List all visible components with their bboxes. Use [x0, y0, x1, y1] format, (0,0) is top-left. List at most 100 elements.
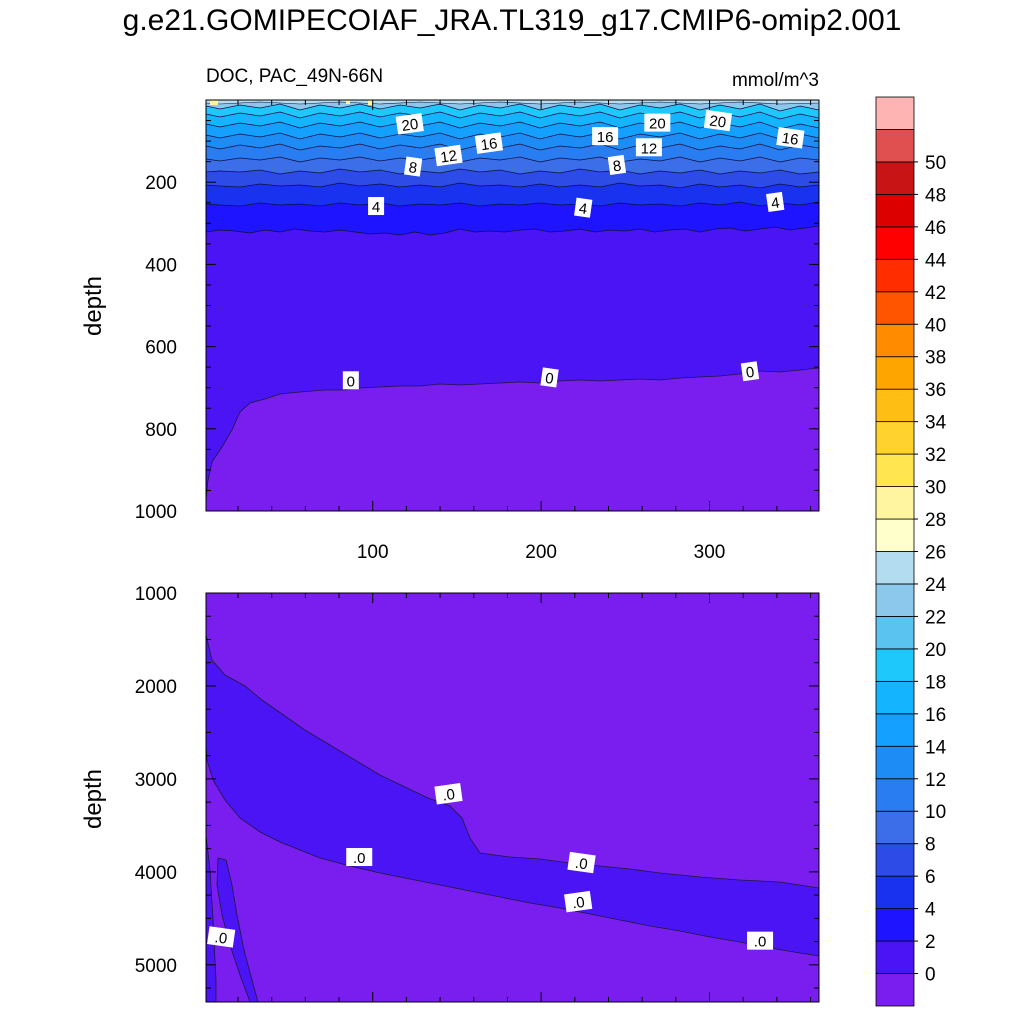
colorbar-label: 0	[925, 965, 936, 986]
upper-ylabel: depth	[80, 276, 107, 336]
upper-contour-label: 8	[607, 154, 627, 175]
lower-band-0-upper	[206, 634, 819, 957]
colorbar-swatch	[875, 356, 915, 390]
colorbar-label: 22	[925, 607, 946, 628]
upper-contour-label: 0	[540, 367, 559, 388]
colorbar-label: 34	[925, 413, 947, 434]
lower-contour-label: .0	[747, 931, 774, 951]
svg-text:20: 20	[401, 116, 420, 135]
svg-text:4: 4	[770, 194, 781, 212]
colorbar-swatch	[875, 129, 915, 163]
upper-right-label: mmol/m^3	[732, 70, 819, 91]
colorbar-label: 18	[925, 672, 946, 693]
svg-text:.0: .0	[214, 929, 229, 948]
upper-ytick-label: 400	[145, 255, 177, 276]
upper-contour-label: 8	[403, 156, 423, 177]
colorbar-swatch	[875, 778, 915, 812]
colorbar-swatch	[875, 291, 915, 325]
lower-contour-label: .0	[207, 926, 236, 948]
upper-ytick-label: 200	[145, 173, 177, 194]
colorbar-label: 4	[925, 900, 936, 921]
lower-contour-labels: .0 .0 .0 .0 .0 .0	[207, 783, 774, 951]
upper-contour-label: 16	[474, 132, 504, 154]
svg-text:20: 20	[649, 116, 666, 133]
colorbar-label: 30	[925, 478, 946, 499]
upper-panel: DOC, PAC_49N-66N mmol/m^3	[80, 66, 820, 563]
svg-text:12: 12	[439, 147, 458, 166]
upper-contour-label: 16	[592, 127, 619, 146]
colorbar-label: 14	[925, 737, 947, 758]
upper-patch-26c	[368, 100, 372, 105]
upper-contour-labels: 20 20 20 16 16 16 12 12 8 8 4 4 4 0 0 0	[342, 109, 805, 390]
colorbar-label: 6	[925, 867, 936, 888]
colorbar-swatch	[875, 680, 915, 715]
colorbar-swatch	[875, 648, 915, 682]
svg-text:20: 20	[708, 112, 727, 131]
colorbar-label: 48	[925, 185, 946, 206]
svg-text:16: 16	[781, 130, 800, 149]
upper-band-22-24	[206, 100, 819, 105]
colorbar-swatch	[875, 96, 915, 130]
colorbar-label: 10	[925, 802, 946, 823]
upper-contour-label: 0	[342, 371, 359, 390]
upper-contour-label: 0	[740, 361, 760, 382]
upper-contour-label: 20	[644, 113, 671, 133]
colorbar-swatch	[875, 258, 915, 293]
colorbar-swatch	[875, 973, 915, 1007]
lower-contour-label: .0	[346, 847, 373, 867]
svg-text:12: 12	[641, 140, 658, 157]
upper-contour-fills	[206, 100, 819, 511]
svg-text:0: 0	[745, 364, 756, 382]
colorbar-swatch	[875, 193, 915, 228]
upper-xtick-label: 100	[357, 542, 389, 563]
colorbar-swatch	[875, 388, 915, 423]
colorbar-swatch	[875, 551, 915, 585]
colorbar-swatch	[875, 745, 915, 780]
lower-ytick-label: 4000	[135, 863, 177, 884]
colorbar-label: 12	[925, 770, 946, 791]
colorbar-swatch	[875, 161, 915, 195]
colorbar-label: 16	[925, 705, 946, 726]
colorbar-swatch	[875, 453, 915, 487]
colorbar-swatch	[875, 323, 915, 358]
svg-text:16: 16	[597, 129, 614, 146]
svg-text:.0: .0	[441, 786, 456, 805]
upper-contour-label: 12	[434, 144, 463, 167]
colorbar-label: 40	[925, 315, 946, 336]
upper-contour-label: 4	[368, 197, 385, 216]
colorbar-swatch	[875, 583, 915, 617]
colorbar-swatch	[875, 810, 915, 845]
lower-plot-frame	[205, 592, 820, 1003]
lower-band-0-streak	[216, 857, 259, 1002]
svg-text:8: 8	[408, 159, 419, 177]
lower-ylabel: depth	[80, 769, 107, 829]
lower-ytick-label: 5000	[135, 956, 177, 977]
colorbar-swatch	[875, 940, 915, 974]
upper-contour-label: 16	[776, 127, 805, 149]
upper-ytick-label: 800	[145, 420, 177, 441]
lower-contour-label: .0	[567, 851, 596, 874]
colorbar-label: 2	[925, 932, 936, 953]
upper-ytick-label: 1000	[135, 502, 177, 523]
colorbar-label: 8	[925, 835, 936, 856]
upper-patch-26b	[346, 100, 350, 104]
svg-text:4: 4	[372, 199, 380, 216]
colorbar-swatch	[875, 616, 915, 650]
colorbar-label: 42	[925, 283, 946, 304]
svg-text:.0: .0	[571, 894, 586, 913]
colorbar-swatch	[875, 421, 915, 455]
colorbar-swatch	[875, 875, 915, 910]
upper-contour-label: 4	[766, 191, 785, 212]
svg-text:.0: .0	[574, 855, 589, 874]
svg-text:.0: .0	[353, 850, 366, 867]
upper-ytick-label: 600	[145, 338, 177, 359]
upper-contour-label: 12	[635, 138, 662, 157]
colorbar-label: 32	[925, 445, 946, 466]
colorbar-swatch	[875, 518, 915, 552]
lower-ytick-label: 1000	[135, 584, 177, 605]
upper-patch-26	[210, 100, 218, 105]
colorbar-label: 46	[925, 218, 946, 239]
upper-contour-label: 20	[703, 109, 733, 132]
